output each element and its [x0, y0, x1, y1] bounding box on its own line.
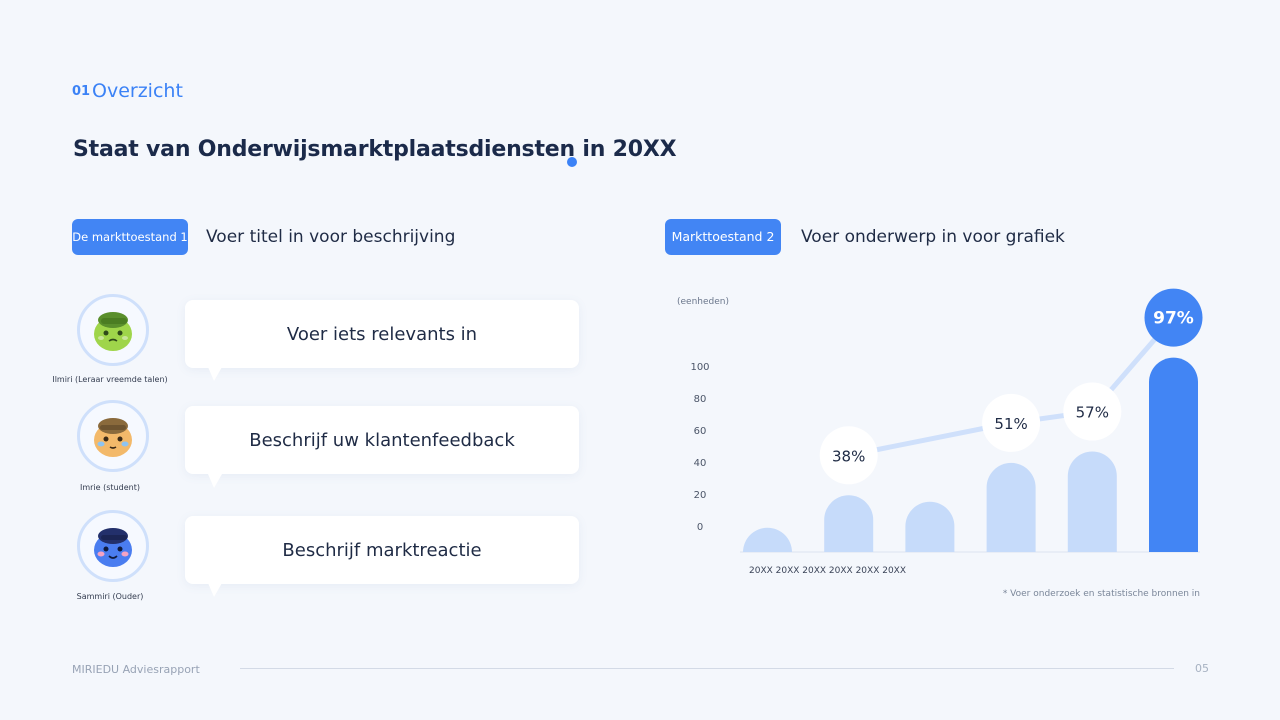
trend-line	[846, 315, 1176, 458]
bubble-text: Voer iets relevants in	[185, 300, 579, 368]
bubble-tail	[208, 583, 222, 597]
x-tick-labels: 20XX 20XX 20XX 20XX 20XX 20XX	[749, 566, 906, 576]
market-state-2-pill: Markttoestand 2	[665, 219, 781, 255]
y-tick-label: 60	[694, 426, 707, 437]
trend-label: 97%	[1153, 309, 1194, 329]
bar	[824, 495, 874, 552]
trend-marker	[1144, 288, 1203, 347]
y-tick-label: 0	[697, 522, 703, 533]
trend-marker	[819, 426, 878, 485]
footer-divider	[240, 668, 1174, 669]
y-tick-label: 20	[694, 490, 707, 501]
bar	[1067, 451, 1117, 552]
bar	[986, 462, 1036, 552]
y-tick-label: 100	[690, 362, 709, 373]
right-heading: Voer onderwerp in voor grafiek	[801, 227, 1065, 247]
page-title: Staat van Onderwijsmarktplaatsdiensten i…	[73, 137, 677, 162]
trend-marker	[1063, 382, 1122, 441]
avatar-label: Imrie (student)	[80, 483, 140, 492]
chart-unit-label: (eenheden)	[677, 297, 729, 307]
green-character-icon	[77, 294, 149, 366]
bubble-tail	[208, 367, 222, 381]
avatar-label: Ilmiri (Leraar vreemde talen)	[52, 375, 168, 384]
market-state-1-pill: De markttoestand 1	[72, 219, 188, 255]
trend-label: 38%	[832, 447, 865, 465]
page-number: 05	[1195, 662, 1209, 675]
trend-label: 51%	[994, 415, 1027, 433]
left-heading: Voer titel in voor beschrijving	[206, 227, 456, 247]
title-accent-dot	[567, 157, 577, 167]
bar	[1149, 357, 1198, 552]
section-number: 01	[72, 84, 91, 99]
section-title: Overzicht	[92, 80, 183, 102]
y-tick-label: 40	[694, 458, 707, 469]
trend-marker	[982, 393, 1041, 452]
y-tick-label: 80	[694, 394, 707, 405]
orange-character-icon	[77, 400, 149, 472]
bubble-text: Beschrijf uw klantenfeedback	[185, 406, 579, 474]
avatar-label: Sammiri (Ouder)	[76, 592, 144, 601]
bubble-tail	[208, 474, 222, 488]
bar	[743, 527, 792, 553]
footer-brand: MIRIEDU Adviesrapport	[72, 663, 200, 676]
bar	[905, 501, 955, 552]
bubble-text: Beschrijf marktreactie	[185, 516, 579, 584]
blue-character-icon	[77, 510, 149, 582]
chart-footnote: * Voer onderzoek en statistische bronnen…	[1002, 589, 1200, 599]
trend-label: 57%	[1076, 404, 1109, 422]
